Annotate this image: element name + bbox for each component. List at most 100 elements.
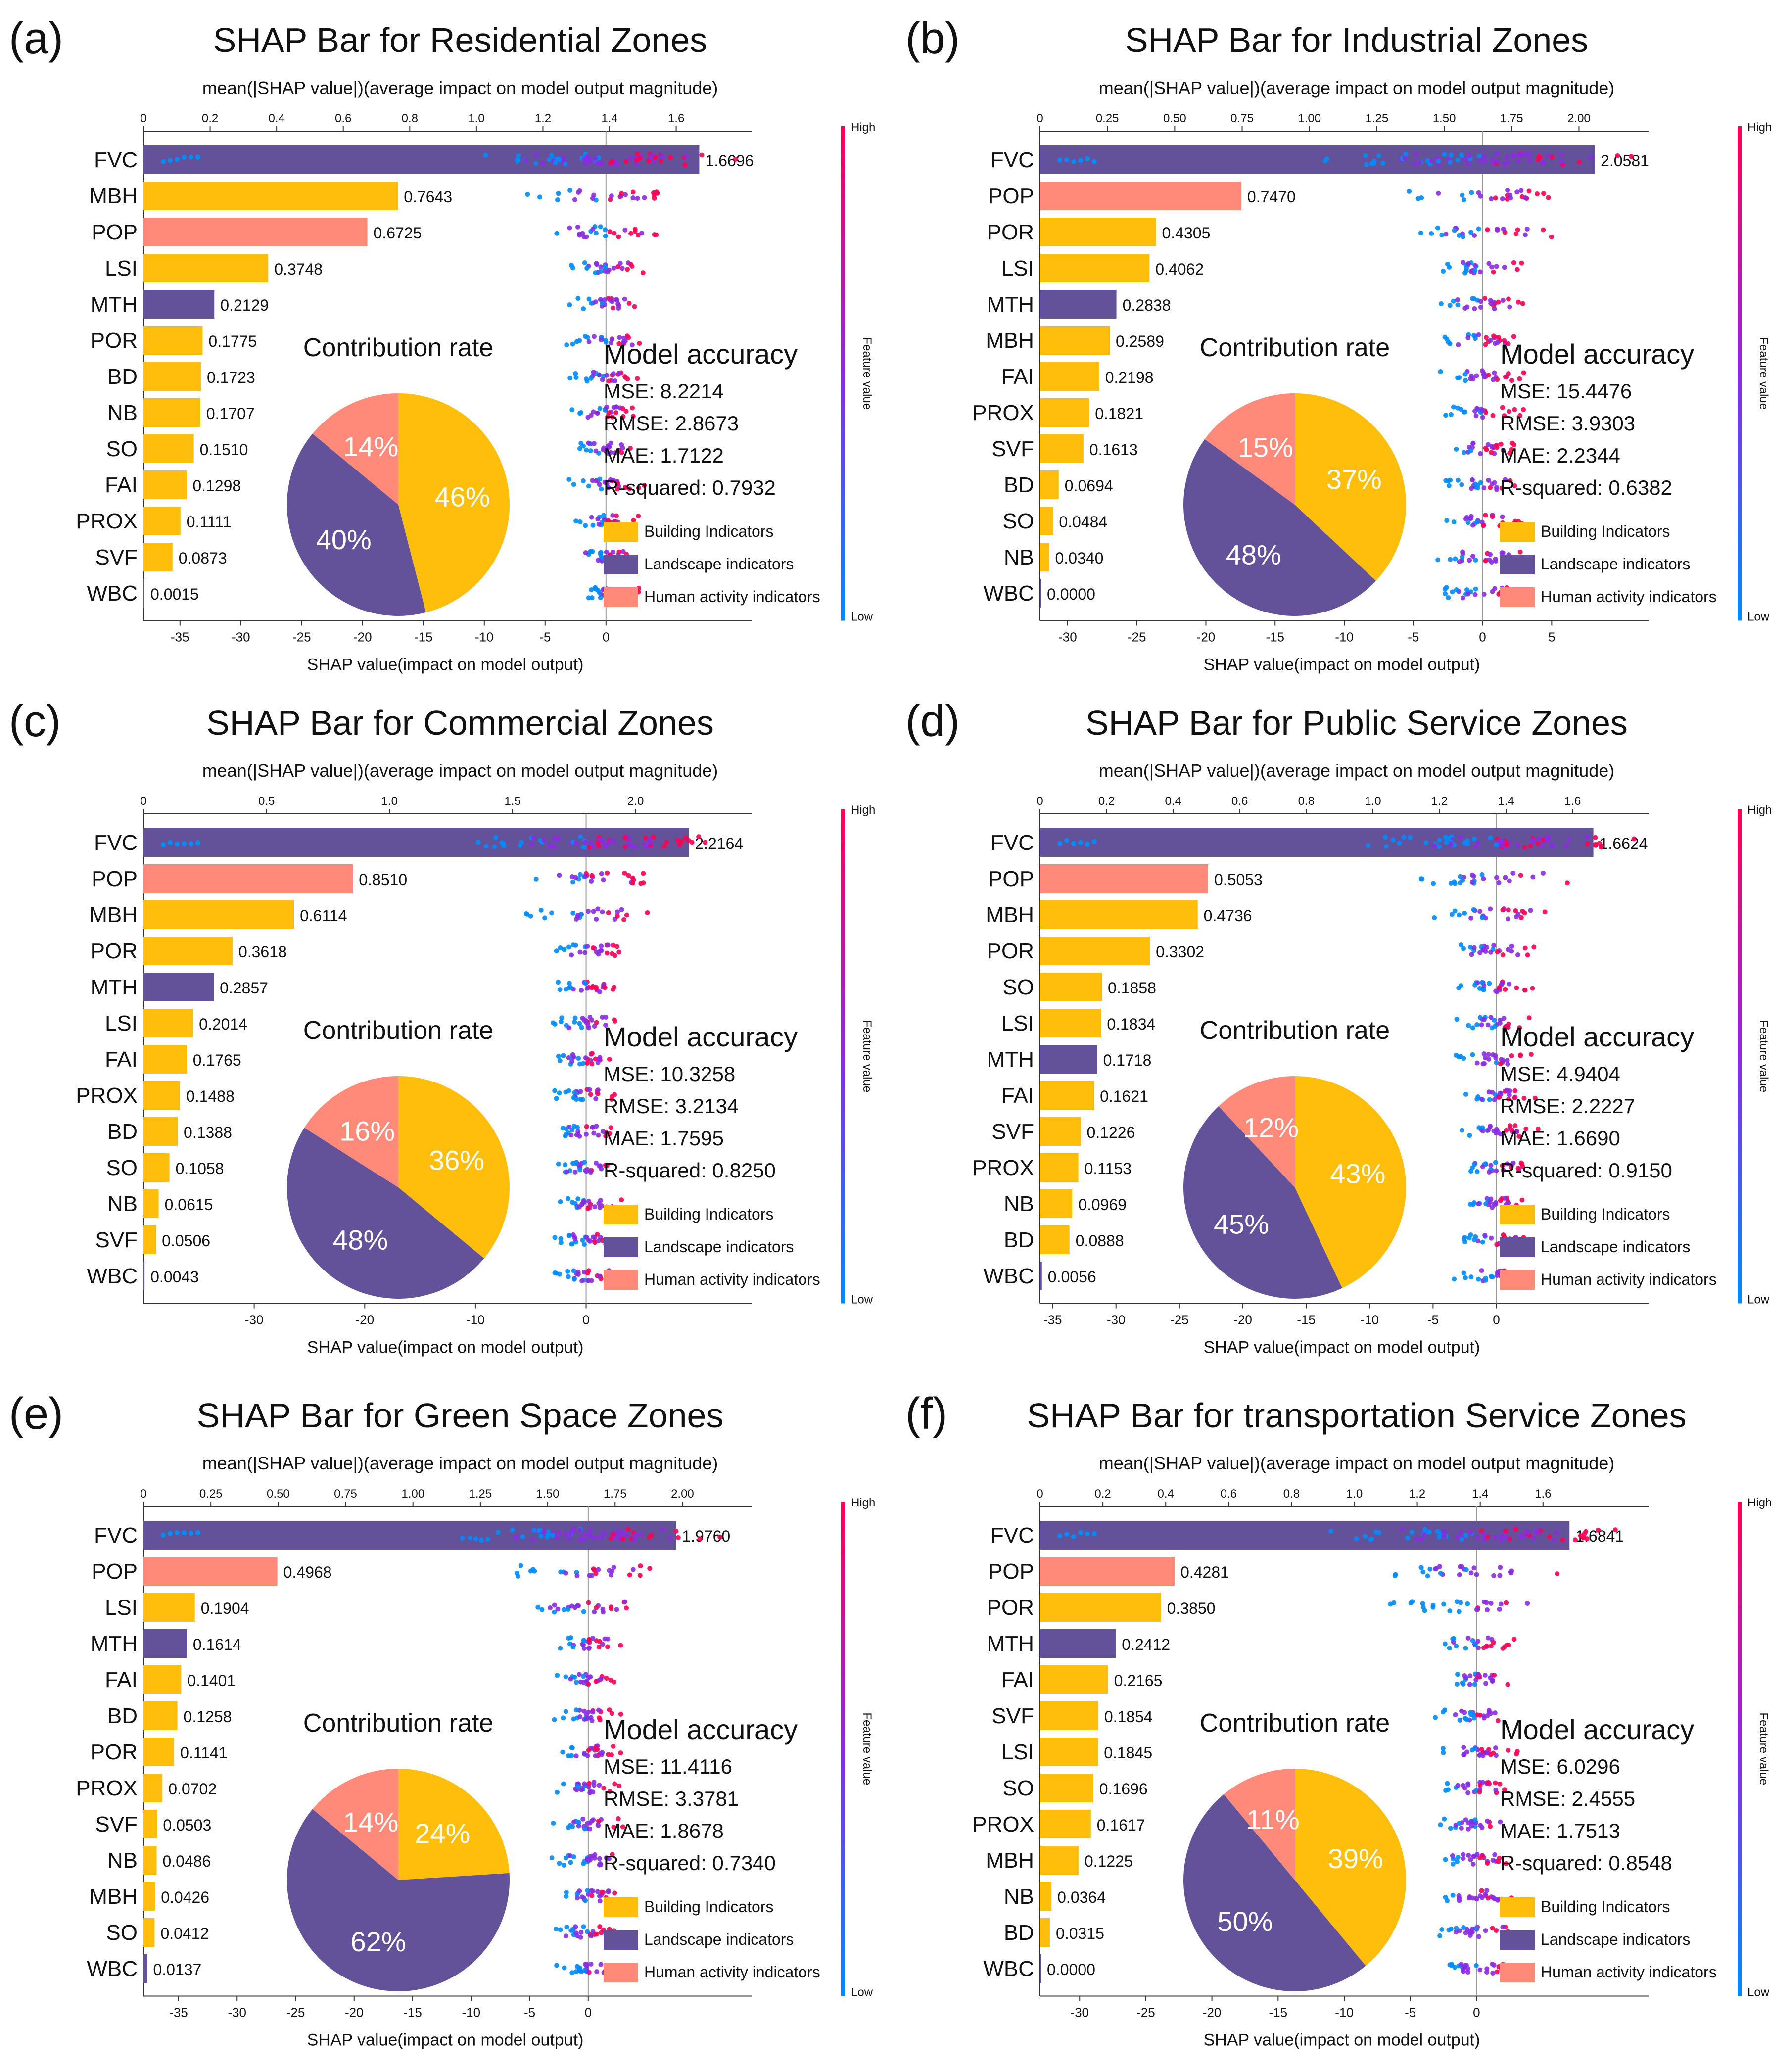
shap-point: [1466, 153, 1472, 159]
shap-point: [651, 159, 657, 164]
shap-point: [606, 451, 611, 456]
bar-MTH: [1040, 1629, 1116, 1658]
top-tick-label: 0.4: [1158, 1487, 1174, 1501]
shap-point: [483, 844, 489, 849]
shap-point: [1455, 405, 1461, 411]
legend-swatch-landscape: [604, 555, 638, 574]
shap-point: [1484, 944, 1490, 950]
shap-point: [1486, 477, 1491, 483]
bar-FVC: [1040, 145, 1595, 174]
shap-point: [1469, 190, 1474, 195]
shap-point: [583, 1131, 589, 1137]
shap-tick-label: -25: [1170, 1313, 1189, 1327]
shap-point: [586, 1781, 592, 1786]
bar-value-MBH: 0.4736: [1204, 907, 1252, 925]
shap-point: [607, 444, 612, 450]
shap-point: [1535, 1529, 1541, 1535]
shap-point: [1535, 1127, 1541, 1132]
metric-rmse: RMSE: 3.9303: [1500, 412, 1635, 435]
shap-point: [1463, 1567, 1469, 1572]
top-tick-label: 1.6: [1535, 1487, 1551, 1501]
shap-point: [1419, 1537, 1424, 1542]
top-tick-label: 1.6: [668, 112, 684, 125]
shap-point: [1474, 1852, 1480, 1857]
shap-point: [1435, 557, 1441, 563]
shap-point: [1483, 513, 1488, 518]
shap-point: [570, 1928, 575, 1933]
shap-point: [1492, 1017, 1497, 1023]
shap-point: [556, 1054, 561, 1059]
shap-tick-label: -25: [292, 630, 311, 645]
shap-point: [612, 1679, 617, 1685]
shap-point: [596, 1645, 602, 1650]
shap-point: [1491, 1640, 1496, 1645]
shap-point: [1467, 1132, 1472, 1138]
shap-point: [1500, 952, 1506, 957]
shap-point: [1454, 1682, 1460, 1687]
bar-value-WBC: 0.0000: [1047, 585, 1095, 603]
shap-point: [554, 1270, 559, 1276]
shap-point: [1463, 1817, 1468, 1823]
shap-point: [1530, 986, 1535, 991]
bar-POP: [143, 1557, 278, 1586]
top-tick-label: 1.50: [1433, 112, 1456, 125]
shap-point: [1485, 442, 1491, 447]
shap-point: [1506, 1747, 1511, 1753]
shap-tick-label: -10: [466, 1313, 485, 1327]
top-tick-label: 0.4: [1165, 795, 1181, 808]
shap-point: [1454, 446, 1459, 452]
shap-point: [1462, 1963, 1467, 1968]
shap-point: [594, 985, 599, 990]
shap-point: [1540, 160, 1545, 166]
shap-tick-label: -20: [1233, 1313, 1252, 1327]
shap-point: [598, 595, 603, 601]
shap-point: [1468, 915, 1474, 921]
shap-point: [1584, 835, 1590, 840]
shap-point: [599, 871, 604, 876]
shap-point: [1427, 1529, 1432, 1535]
shap-point: [572, 1236, 578, 1242]
shap-point: [1507, 878, 1512, 884]
shap-point: [1476, 1934, 1481, 1939]
shap-point: [1461, 1967, 1466, 1972]
shap-point: [1512, 1123, 1518, 1129]
feature-label-POR: POR: [987, 220, 1034, 244]
shap-point: [1509, 1053, 1514, 1059]
shap-point: [1593, 842, 1598, 847]
shap-point: [593, 448, 599, 454]
shap-point: [1593, 835, 1598, 840]
shap-point: [1615, 153, 1620, 158]
shap-point: [1494, 875, 1500, 880]
pie-slice-landscape: [287, 1809, 510, 1991]
shap-point: [1495, 377, 1500, 382]
metric-r-squared: R-squared: 0.8250: [604, 1159, 776, 1182]
bar-value-FVC: 2.2164: [695, 835, 743, 852]
shap-point: [1473, 844, 1478, 849]
bar-SVF: [1040, 1701, 1098, 1730]
shap-point: [570, 265, 575, 271]
shap-point: [1454, 1644, 1459, 1649]
shap-point: [1451, 1640, 1456, 1645]
pie-label-human: 12%: [1243, 1112, 1299, 1143]
shap-point: [1509, 1568, 1514, 1574]
shap-point: [590, 1234, 596, 1240]
shap-point: [1489, 444, 1495, 450]
shap-point: [1504, 1087, 1509, 1093]
bar-SVF: [1040, 1117, 1081, 1146]
shap-point: [1465, 841, 1470, 846]
shap-tick-label: -20: [1203, 2005, 1222, 2020]
shap-point: [1504, 1128, 1509, 1133]
shap-point: [1519, 260, 1524, 266]
shap-point: [1496, 335, 1501, 340]
shap-point: [622, 485, 628, 490]
shap-point: [572, 1161, 578, 1166]
feature-label-BD: BD: [1004, 473, 1034, 497]
panel-label: (f): [905, 1389, 947, 1439]
shap-point: [1471, 1200, 1477, 1205]
shap-point: [1500, 839, 1505, 844]
pie-slice-human: [1224, 1769, 1295, 1880]
shap-point: [594, 1535, 600, 1541]
shap-point: [601, 1786, 607, 1791]
shap-point: [604, 404, 610, 410]
shap-point: [610, 1094, 615, 1099]
